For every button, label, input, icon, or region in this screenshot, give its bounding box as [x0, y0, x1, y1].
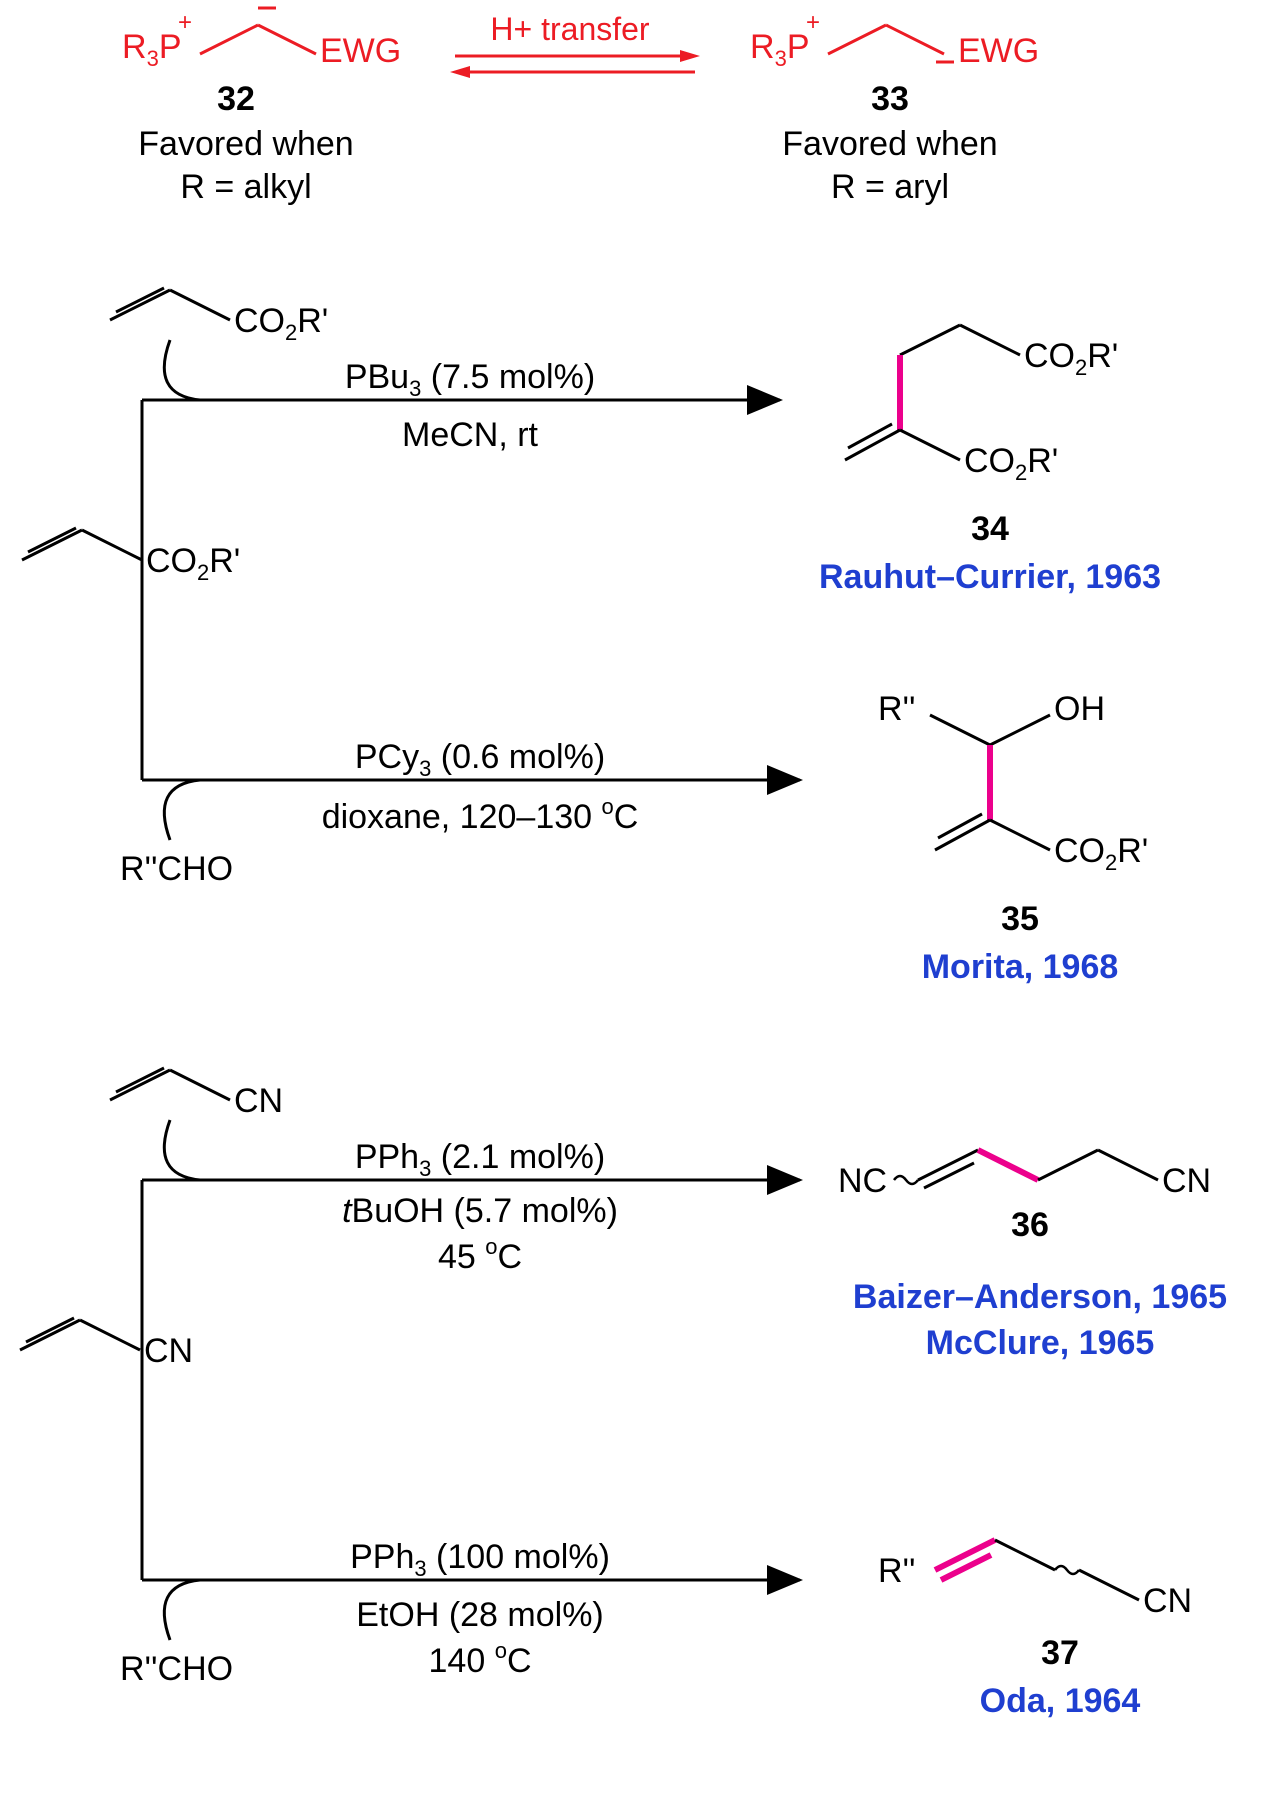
product-37-num: 37 — [1041, 1634, 1079, 1672]
compound-32-cap1: Favored when — [138, 125, 353, 163]
rxn-4: R''CHO PPh3 (100 mol%) EtOH (28 mol%) 14… — [120, 1538, 1192, 1720]
p36-cn: CN — [1162, 1162, 1211, 1200]
svg-text:R3P: R3P — [750, 28, 810, 71]
rxn2-bottom-reagent: R''CHO — [120, 850, 233, 888]
rxn1-top-reagent: CO2R' — [110, 288, 328, 345]
p35-oh: OH — [1054, 690, 1105, 728]
rxn2-reagent-curve — [164, 780, 200, 840]
svg-text:CO2R': CO2R' — [1054, 832, 1148, 875]
rxn2-ref: Morita, 1968 — [922, 948, 1119, 986]
rxn4-cond-bot: 140 oC — [429, 1638, 532, 1680]
rxn4-cond-mid: EtOH (28 mol%) — [356, 1596, 604, 1634]
svg-text:R3P: R3P — [122, 28, 182, 71]
rxn1-cond-top: PBu3 (7.5 mol%) — [345, 358, 595, 401]
rxn1-cond-bot: MeCN, rt — [402, 416, 539, 454]
rxn-3: CN PPh3 (2.1 mol%) tBuOH (5.7 mol%) 45 o… — [110, 1068, 1227, 1362]
svg-text:CO2R': CO2R' — [146, 542, 240, 585]
rxn2-cond-bot: dioxane, 120–130 oC — [322, 794, 639, 836]
p35-r: R'' — [878, 690, 916, 728]
rxn4-reagent-curve — [164, 1580, 200, 1640]
rxn1-ref: Rauhut–Currier, 1963 — [819, 558, 1161, 596]
svg-text:+: + — [806, 9, 820, 36]
rxn3-ref1: Baizer–Anderson, 1965 — [853, 1278, 1227, 1316]
rxn3-ref2: McClure, 1965 — [926, 1324, 1155, 1362]
rxn3-reagent-curve — [164, 1120, 200, 1180]
product-35: R'' OH CO2R' 35 Morita, 1968 — [878, 690, 1148, 986]
svg-text:CO2R': CO2R' — [234, 302, 328, 345]
rxn1-reagent-curve — [164, 340, 200, 400]
ewg-left: EWG — [320, 32, 401, 70]
compound-32-cap2: R = alkyl — [180, 168, 311, 206]
rxn3-cond-top: PPh3 (2.1 mol%) — [355, 1138, 605, 1181]
rxn3-top-reagent: CN — [110, 1068, 283, 1120]
product-34: CO2R' CO2R' 34 Rauhut–Currier, 1963 — [819, 325, 1161, 596]
equilibrium-arrow: H+ transfer — [450, 11, 700, 78]
compound-33-cap2: R = aryl — [831, 168, 949, 206]
compound-33-cap1: Favored when — [782, 125, 997, 163]
p36-nc: NC — [838, 1162, 887, 1200]
rxn3-cond-bot: 45 oC — [438, 1234, 522, 1276]
ewg-right: EWG — [958, 32, 1039, 70]
top-equilibrium: R3P + EWG 32 Favored when R = alkyl H+ t… — [122, 8, 1039, 206]
compound-33: R3P + EWG 33 Favored when R = aryl — [750, 9, 1039, 206]
rxn-2: R''CHO PCy3 (0.6 mol%) dioxane, 120–130 … — [120, 690, 1148, 986]
svg-text:CN: CN — [234, 1082, 283, 1120]
acrylate-start: CO2R' — [22, 528, 240, 585]
h-transfer-label: H+ transfer — [490, 11, 650, 47]
product-34-num: 34 — [971, 510, 1009, 548]
product-36: NC CN 36 Baizer–Anderson, 1965 McClure, … — [838, 1150, 1227, 1362]
acrylonitrile-start: CN — [20, 1318, 193, 1370]
product-36-num: 36 — [1011, 1206, 1049, 1244]
rxn2-cond-top: PCy3 (0.6 mol%) — [355, 738, 605, 781]
product-35-num: 35 — [1001, 900, 1039, 938]
compound-32-num: 32 — [217, 80, 255, 118]
svg-text:CO2R': CO2R' — [1024, 337, 1118, 380]
rxn4-bottom-reagent: R''CHO — [120, 1650, 233, 1688]
compound-32: R3P + EWG 32 Favored when R = alkyl — [122, 8, 401, 206]
rxn-1: CO2R' PBu3 (7.5 mol%) MeCN, rt CO2R' CO2… — [110, 288, 1161, 596]
rxn3-cond-mid: tBuOH (5.7 mol%) — [342, 1192, 618, 1230]
compound-33-num: 33 — [871, 80, 909, 118]
svg-text:CO2R': CO2R' — [964, 442, 1058, 485]
acn-cn: CN — [144, 1332, 193, 1370]
rxn4-ref: Oda, 1964 — [980, 1682, 1141, 1720]
rxn4-cond-top: PPh3 (100 mol%) — [350, 1538, 610, 1581]
reaction-schemes: R3P + EWG 32 Favored when R = alkyl H+ t… — [0, 0, 1286, 1800]
svg-text:+: + — [178, 9, 192, 36]
p37-r: R'' — [878, 1552, 916, 1590]
p37-cn: CN — [1143, 1582, 1192, 1620]
product-37: R'' CN 37 Oda, 1964 — [878, 1540, 1192, 1720]
